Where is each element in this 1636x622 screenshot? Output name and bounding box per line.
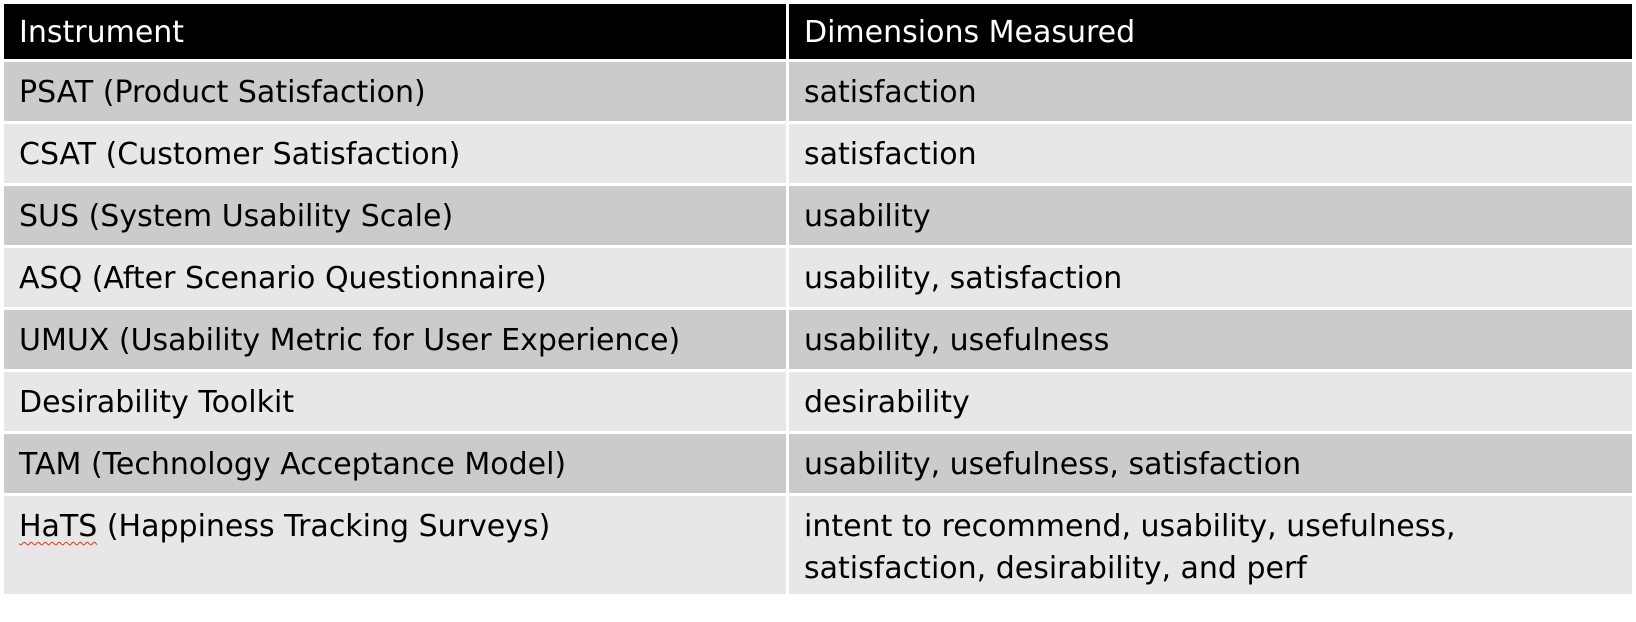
instruments-table: Instrument Dimensions Measured PSAT (Pro… bbox=[4, 4, 1632, 594]
dimensions-cell: satisfaction bbox=[786, 124, 1632, 186]
table-row: CSAT (Customer Satisfaction) satisfactio… bbox=[4, 124, 1632, 186]
instrument-cell: HaTS (Happiness Tracking Surveys) bbox=[4, 496, 786, 594]
dimensions-cell: usability, satisfaction bbox=[786, 248, 1632, 310]
instrument-cell: UMUX (Usability Metric for User Experien… bbox=[4, 310, 786, 372]
spellcheck-flagged-word: HaTS bbox=[19, 509, 98, 544]
dimensions-cell: usability, usefulness, satisfaction bbox=[786, 434, 1632, 496]
dimensions-cell: satisfaction bbox=[786, 62, 1632, 124]
instrument-cell: Desirability Toolkit bbox=[4, 372, 786, 434]
dimensions-cell: usability, usefulness bbox=[786, 310, 1632, 372]
table-row: SUS (System Usability Scale) usability bbox=[4, 186, 1632, 248]
dimensions-cell: desirability bbox=[786, 372, 1632, 434]
table-row: TAM (Technology Acceptance Model) usabil… bbox=[4, 434, 1632, 496]
table-row: Desirability Toolkit desirability bbox=[4, 372, 1632, 434]
dimensions-cell: intent to recommend, usability, usefulne… bbox=[786, 496, 1632, 594]
instrument-name-rest: (Happiness Tracking Surveys) bbox=[97, 509, 551, 544]
dimensions-cell: usability bbox=[786, 186, 1632, 248]
instrument-cell: ASQ (After Scenario Questionnaire) bbox=[4, 248, 786, 310]
header-row: Instrument Dimensions Measured bbox=[4, 4, 1632, 62]
table-row: PSAT (Product Satisfaction) satisfaction bbox=[4, 62, 1632, 124]
column-header-instrument: Instrument bbox=[4, 4, 786, 62]
instrument-cell: CSAT (Customer Satisfaction) bbox=[4, 124, 786, 186]
instrument-cell: TAM (Technology Acceptance Model) bbox=[4, 434, 786, 496]
table-row: ASQ (After Scenario Questionnaire) usabi… bbox=[4, 248, 1632, 310]
dimensions-line: intent to recommend, usability, usefulne… bbox=[804, 509, 1456, 544]
table-row: UMUX (Usability Metric for User Experien… bbox=[4, 310, 1632, 372]
table-row: HaTS (Happiness Tracking Surveys) intent… bbox=[4, 496, 1632, 594]
instrument-cell: PSAT (Product Satisfaction) bbox=[4, 62, 786, 124]
dimensions-line: satisfaction, desirability, and perf bbox=[804, 551, 1307, 586]
instrument-cell: SUS (System Usability Scale) bbox=[4, 186, 786, 248]
column-header-dimensions: Dimensions Measured bbox=[786, 4, 1632, 62]
